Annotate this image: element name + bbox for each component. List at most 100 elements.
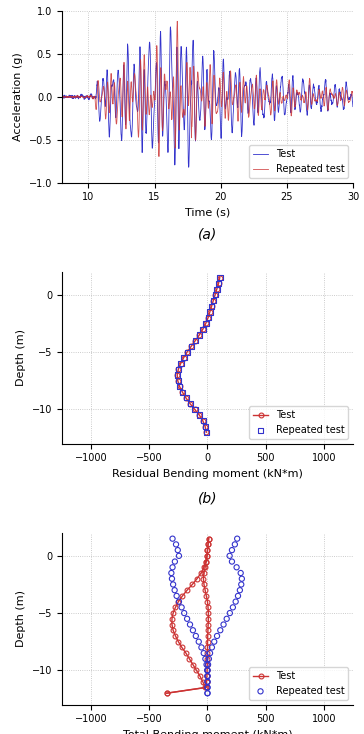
Test (185, 586, 189, 595)
Repeated test (200, 415, 206, 426)
Test (204, 428, 209, 437)
Repeated test (213, 289, 218, 301)
Point (227, 607, 233, 619)
Test (175, 371, 179, 379)
Test (215, 285, 219, 294)
Repeated test (172, 556, 178, 567)
Y-axis label: Depth (m): Depth (m) (16, 330, 26, 386)
Repeated test (185, 346, 190, 358)
Legend: Test, Repeated test: Test, Repeated test (249, 145, 348, 178)
Test (203, 557, 208, 566)
Test (184, 649, 188, 658)
Repeated test (187, 398, 193, 410)
Repeated test (205, 687, 210, 699)
Line: Test: Test (175, 275, 222, 435)
Point (205, 676, 210, 688)
Repeated test (187, 619, 193, 631)
Test (193, 405, 197, 414)
Repeated test (177, 380, 183, 392)
Test (171, 608, 175, 617)
Point (234, 562, 240, 573)
Repeated test (217, 272, 223, 283)
Repeated test (202, 653, 208, 665)
Repeated test (204, 664, 210, 676)
Test (205, 551, 209, 560)
Test (195, 574, 199, 583)
Repeated test (198, 642, 204, 653)
Test (199, 569, 203, 578)
Repeated test (183, 392, 189, 404)
Point (221, 619, 226, 631)
Repeated test (170, 578, 176, 590)
Point (205, 687, 210, 699)
Test (201, 677, 205, 686)
Point (229, 544, 235, 556)
Repeated test (205, 676, 210, 688)
Repeated test (196, 636, 202, 647)
Text: (b): (b) (198, 492, 217, 506)
Repeated test (174, 590, 179, 602)
Test (343, 92, 347, 101)
Test (216, 279, 221, 288)
Repeated test (60, 92, 64, 101)
Repeated test (207, 306, 213, 318)
Y-axis label: Depth (m): Depth (m) (16, 590, 26, 647)
Test (177, 382, 182, 390)
Test (203, 422, 207, 431)
Test (205, 545, 210, 554)
Test (201, 325, 205, 334)
Test (206, 313, 210, 322)
Test (191, 660, 195, 669)
Repeated test (216, 277, 222, 289)
Point (205, 682, 210, 694)
Test (194, 666, 199, 675)
Repeated test (176, 550, 182, 562)
Test (351, 102, 355, 111)
Point (233, 596, 238, 608)
Test (197, 410, 202, 419)
Test (165, 688, 169, 697)
Legend: Test, Repeated test: Test, Repeated test (249, 406, 348, 439)
Point (237, 584, 243, 596)
Test (173, 603, 178, 611)
Repeated test (202, 92, 206, 101)
Repeated test (351, 92, 355, 101)
Repeated test (176, 363, 182, 375)
Repeated test (205, 682, 210, 694)
Repeated test (205, 312, 211, 324)
Repeated test (343, 99, 347, 108)
Repeated test (184, 613, 190, 625)
Test (203, 683, 207, 692)
Repeated test (170, 562, 175, 573)
Test (184, 393, 188, 402)
Test (175, 377, 180, 385)
Repeated test (170, 533, 175, 545)
Test (173, 631, 178, 640)
Repeated test (175, 369, 181, 381)
Test (176, 597, 181, 606)
Test (202, 83, 206, 92)
Repeated test (172, 584, 178, 596)
Test (180, 643, 184, 652)
Repeated test (190, 625, 196, 636)
Test (60, 92, 64, 101)
Repeated test (192, 404, 198, 415)
Test (203, 319, 208, 328)
Repeated test (173, 539, 179, 550)
Test (190, 580, 194, 589)
Test (176, 365, 181, 374)
Repeated test (178, 357, 184, 369)
Repeated test (180, 386, 186, 398)
Repeated test (209, 300, 215, 312)
Point (229, 556, 235, 567)
Repeated test (343, 98, 347, 106)
Point (224, 613, 230, 625)
Line: Repeated test: Repeated test (62, 21, 353, 156)
Repeated test (175, 17, 179, 26)
Point (217, 625, 223, 636)
Test (209, 302, 214, 310)
Test (180, 592, 185, 600)
Point (205, 670, 210, 682)
Test (178, 359, 183, 368)
Repeated test (203, 658, 209, 670)
